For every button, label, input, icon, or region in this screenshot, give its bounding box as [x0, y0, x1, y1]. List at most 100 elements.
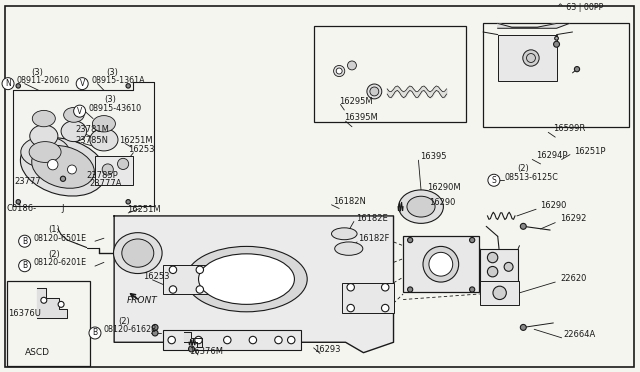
Circle shape — [574, 67, 580, 72]
Circle shape — [504, 262, 513, 271]
Polygon shape — [184, 332, 202, 347]
Circle shape — [520, 324, 526, 330]
Text: 23777: 23777 — [15, 177, 41, 186]
Circle shape — [336, 68, 342, 74]
Text: (2): (2) — [517, 164, 529, 173]
Circle shape — [367, 84, 382, 99]
Circle shape — [169, 286, 177, 293]
Text: 16290: 16290 — [429, 198, 455, 206]
Ellipse shape — [90, 129, 118, 151]
Circle shape — [470, 237, 475, 243]
Text: 16395M: 16395M — [344, 113, 378, 122]
Ellipse shape — [29, 125, 58, 147]
Text: 08513-6125C: 08513-6125C — [504, 173, 558, 182]
Circle shape — [74, 105, 86, 117]
Circle shape — [381, 283, 389, 291]
Ellipse shape — [335, 242, 363, 255]
Text: 16599R: 16599R — [554, 125, 586, 134]
Text: 08120-6201E: 08120-6201E — [33, 258, 86, 267]
Circle shape — [333, 65, 345, 77]
Circle shape — [152, 324, 158, 330]
Text: 16253: 16253 — [143, 272, 170, 281]
Text: C0186-: C0186- — [7, 204, 37, 213]
Text: 08120-61628: 08120-61628 — [104, 325, 157, 334]
Circle shape — [196, 286, 204, 293]
Text: 16295M: 16295M — [339, 97, 373, 106]
Text: (1): (1) — [48, 225, 60, 234]
Text: 16251M: 16251M — [119, 135, 153, 145]
Bar — [7, 281, 90, 366]
Ellipse shape — [122, 239, 154, 267]
Text: 22664A: 22664A — [563, 330, 595, 339]
Circle shape — [470, 287, 475, 292]
Circle shape — [527, 54, 536, 62]
Circle shape — [554, 41, 559, 47]
Ellipse shape — [186, 246, 307, 312]
Circle shape — [381, 304, 389, 312]
Text: 16294P: 16294P — [536, 151, 568, 160]
Text: B: B — [22, 237, 28, 246]
Text: 16395: 16395 — [420, 152, 446, 161]
Text: 16182E: 16182E — [356, 214, 388, 222]
Circle shape — [16, 200, 20, 204]
Text: 08911-20610: 08911-20610 — [17, 76, 70, 85]
Ellipse shape — [21, 137, 69, 168]
Circle shape — [47, 160, 58, 170]
Text: 23777A: 23777A — [90, 179, 122, 188]
Circle shape — [196, 266, 204, 273]
Bar — [95, 156, 133, 186]
Text: (2): (2) — [48, 250, 60, 259]
Text: (3): (3) — [106, 68, 118, 77]
Circle shape — [89, 327, 101, 339]
Circle shape — [249, 336, 257, 344]
Text: B: B — [92, 328, 97, 337]
Text: 23781M: 23781M — [76, 125, 109, 134]
Text: ASCD: ASCD — [25, 348, 50, 357]
Polygon shape — [13, 82, 154, 205]
Circle shape — [60, 176, 66, 182]
Text: 23785N: 23785N — [76, 135, 109, 145]
Text: 16376M: 16376M — [189, 347, 223, 356]
Circle shape — [488, 266, 498, 277]
Circle shape — [168, 336, 175, 344]
Text: 16182F: 16182F — [358, 234, 390, 243]
Text: (2): (2) — [118, 317, 131, 326]
Bar — [314, 26, 466, 122]
Circle shape — [126, 84, 131, 88]
Text: (3): (3) — [104, 95, 116, 104]
Bar — [483, 23, 628, 128]
Ellipse shape — [63, 108, 84, 122]
Bar — [480, 281, 520, 305]
Circle shape — [408, 287, 413, 292]
Circle shape — [126, 200, 131, 204]
Text: N: N — [5, 79, 11, 88]
Ellipse shape — [61, 121, 86, 142]
Circle shape — [195, 336, 202, 344]
Bar — [498, 35, 557, 81]
Circle shape — [152, 330, 158, 336]
Ellipse shape — [92, 116, 115, 132]
Bar — [403, 236, 479, 292]
Text: 16290M: 16290M — [428, 183, 461, 192]
Ellipse shape — [407, 196, 435, 217]
Text: ^ 63 | 00PP: ^ 63 | 00PP — [557, 3, 603, 12]
Circle shape — [347, 304, 355, 312]
Circle shape — [19, 260, 31, 272]
Polygon shape — [37, 288, 67, 318]
Text: 16292: 16292 — [561, 214, 587, 223]
Ellipse shape — [113, 232, 162, 273]
Text: 08915-43610: 08915-43610 — [88, 104, 141, 113]
Ellipse shape — [32, 110, 55, 127]
Ellipse shape — [332, 228, 357, 240]
Ellipse shape — [31, 145, 94, 188]
Circle shape — [189, 346, 195, 352]
Circle shape — [275, 336, 282, 344]
Bar — [480, 248, 518, 285]
Text: 16290: 16290 — [541, 201, 567, 210]
Polygon shape — [114, 216, 394, 353]
Circle shape — [223, 336, 231, 344]
Text: B: B — [22, 261, 28, 270]
Circle shape — [76, 78, 88, 90]
Text: (3): (3) — [31, 68, 43, 77]
Bar — [163, 330, 301, 350]
